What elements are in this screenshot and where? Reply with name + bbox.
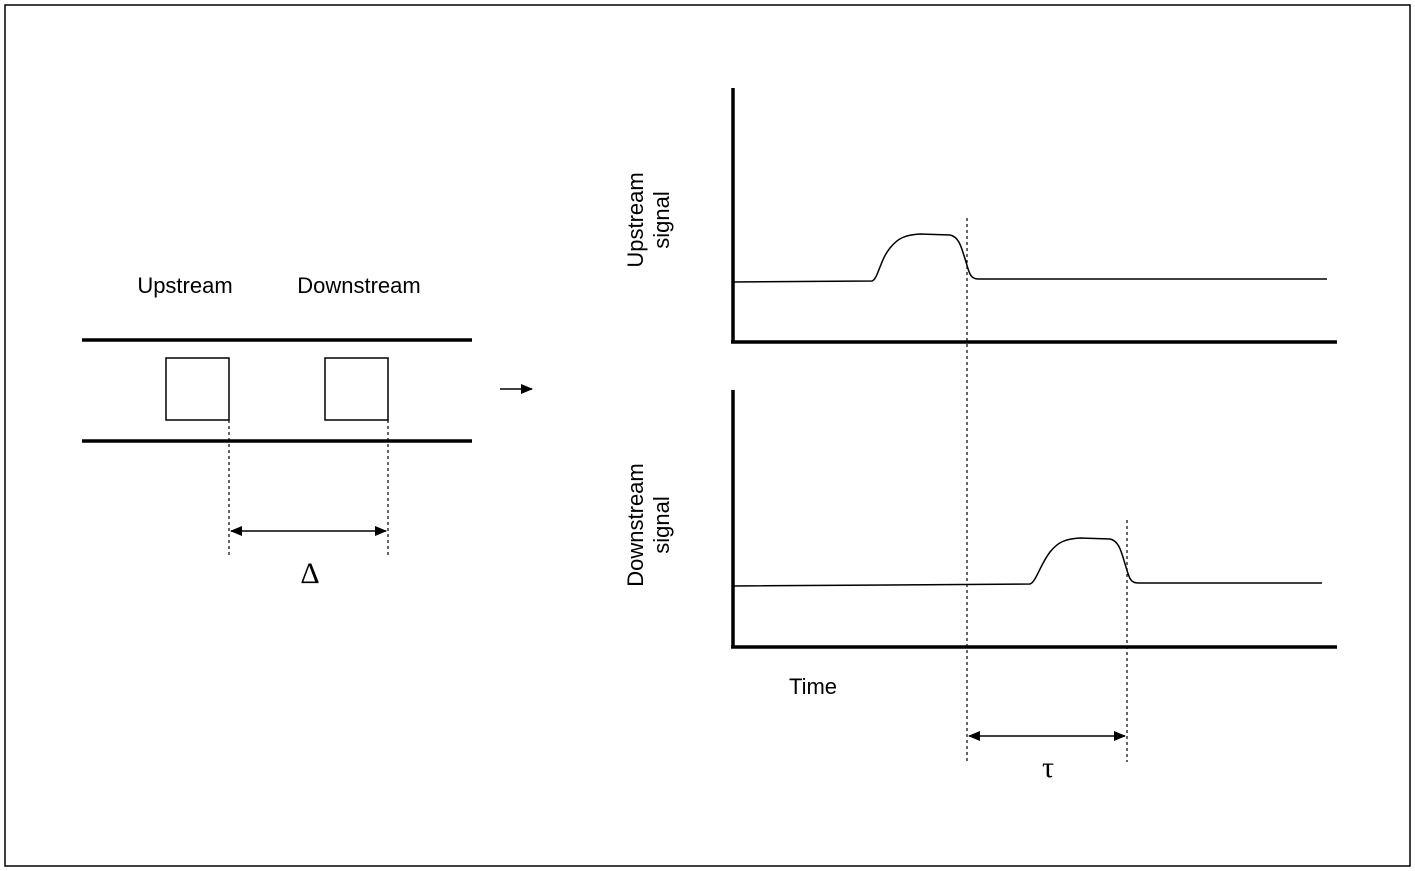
x-label: Time [789,674,837,699]
y-label: signal [649,496,674,553]
sensor [165,357,230,421]
y-label: Downstream [623,463,648,586]
delay-label: τ [1042,751,1054,784]
frame [4,4,1411,867]
y-label: signal [649,191,674,248]
signal [732,233,1327,283]
distance-label: Δ [300,557,319,590]
downstream-label: Downstream [297,273,420,298]
signal [732,537,1322,587]
upstream-label: Upstream [137,273,232,298]
y-label: Upstream [623,172,648,267]
sensor [324,357,389,421]
